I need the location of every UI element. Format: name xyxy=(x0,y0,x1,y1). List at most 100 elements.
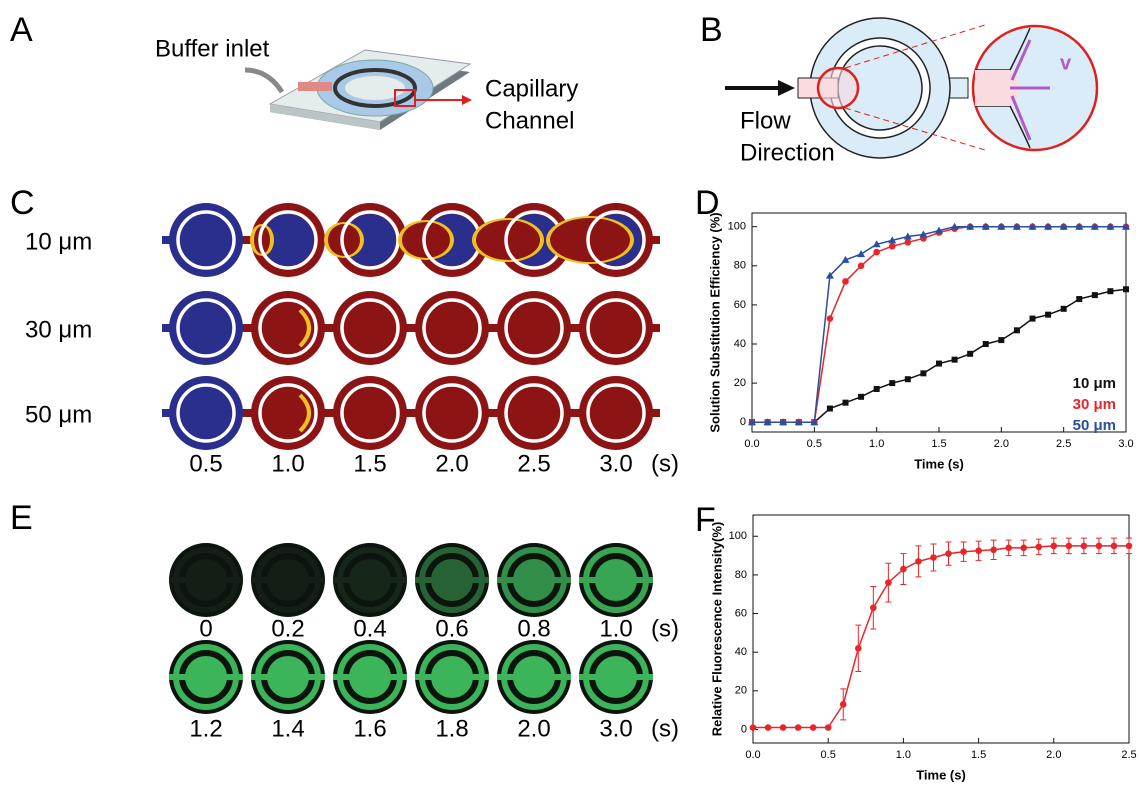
point xyxy=(998,337,1004,343)
x-tick-label: 1.5 xyxy=(931,438,946,450)
well-channel xyxy=(333,577,407,583)
series-line xyxy=(752,227,1126,423)
y-axis-title: Relative Fluorescence Intensity(%) xyxy=(709,522,724,737)
unit-label: (s) xyxy=(651,450,679,477)
point xyxy=(825,724,832,731)
point xyxy=(810,724,817,731)
arrow-head xyxy=(462,95,472,105)
chamber-inner xyxy=(426,302,478,354)
well-channel xyxy=(333,674,407,680)
time-label: 3.0 xyxy=(599,715,632,742)
time-label: 1.2 xyxy=(189,715,222,742)
label: v xyxy=(1060,52,1072,74)
time-label: 0.8 xyxy=(517,615,550,642)
point xyxy=(858,394,864,400)
point xyxy=(1092,292,1098,298)
point xyxy=(1051,543,1058,550)
chamber-inner xyxy=(180,214,232,266)
row-label: 50 μm xyxy=(25,401,92,428)
point xyxy=(1107,288,1113,294)
point xyxy=(889,380,895,386)
point xyxy=(827,406,833,412)
point xyxy=(765,724,772,731)
panel-label: B xyxy=(700,11,723,49)
y-tick-label: 100 xyxy=(728,221,746,233)
point xyxy=(945,550,952,557)
page: {"panel_labels":["A","B","C","D","E","F"… xyxy=(0,0,1139,799)
label: Flow xyxy=(740,107,791,134)
point xyxy=(842,278,849,285)
x-tick-label: 1.5 xyxy=(971,749,986,761)
legend-entry: 30 μm xyxy=(1073,396,1116,413)
point xyxy=(750,724,757,731)
x-tick-label: 0.0 xyxy=(745,749,760,761)
well-channel xyxy=(497,577,571,583)
time-label: 0.6 xyxy=(435,615,468,642)
y-tick-label: 80 xyxy=(735,569,747,581)
y-tick-label: 60 xyxy=(734,299,746,311)
point xyxy=(874,386,880,392)
point xyxy=(795,724,802,731)
point xyxy=(952,357,958,363)
point xyxy=(990,546,997,553)
point xyxy=(905,376,911,382)
well-channel xyxy=(579,674,653,680)
time-label: 0.5 xyxy=(189,450,222,477)
figure: A B C D E F Buffer inlet Capillary Chann… xyxy=(0,0,1139,794)
label: Direction xyxy=(740,139,835,166)
chamber-inner xyxy=(180,387,232,439)
y-tick-label: 60 xyxy=(735,607,747,619)
point xyxy=(1035,544,1042,551)
flow-arrow-head xyxy=(778,80,795,96)
chamber-inner xyxy=(262,387,314,439)
series-line xyxy=(752,289,1126,422)
arrow xyxy=(245,70,282,92)
x-axis-title: Time (s) xyxy=(914,456,964,471)
x-tick-label: 1.0 xyxy=(869,438,884,450)
chamber-inner xyxy=(262,302,314,354)
point xyxy=(1126,543,1133,550)
point xyxy=(858,262,865,269)
well-channel xyxy=(579,577,653,583)
series-line xyxy=(753,546,1129,728)
label: Capillary xyxy=(485,75,578,102)
x-tick-label: 3.0 xyxy=(1118,438,1133,450)
x-tick-label: 2.5 xyxy=(1121,749,1136,761)
point xyxy=(780,724,787,731)
well-channel xyxy=(497,674,571,680)
point xyxy=(920,370,926,376)
point xyxy=(1045,312,1051,318)
point xyxy=(960,548,967,555)
x-tick-label: 2.0 xyxy=(1046,749,1061,761)
point xyxy=(843,400,849,406)
point xyxy=(967,351,973,357)
time-label: 3.0 xyxy=(599,450,632,477)
x-axis-title: Time (s) xyxy=(916,767,966,782)
well-channel xyxy=(251,577,325,583)
point xyxy=(840,701,847,708)
time-label: 0 xyxy=(199,615,212,642)
point xyxy=(827,315,834,322)
point xyxy=(885,579,892,586)
chamber-inner xyxy=(590,387,642,439)
point xyxy=(1081,543,1088,550)
unit-label: (s) xyxy=(651,715,679,742)
row-label: 30 μm xyxy=(25,316,92,343)
y-tick-label: 40 xyxy=(735,646,747,658)
x-tick-label: 1.0 xyxy=(896,749,911,761)
time-label: 0.4 xyxy=(353,615,386,642)
series-line xyxy=(752,227,1126,423)
point xyxy=(905,239,912,246)
y-tick-label: 80 xyxy=(734,260,746,272)
chamber-inner xyxy=(344,387,396,439)
point xyxy=(873,249,880,256)
x-tick-label: 2.5 xyxy=(1056,438,1071,450)
x-tick-label: 0.5 xyxy=(807,438,822,450)
well-channel xyxy=(169,674,243,680)
point xyxy=(1061,306,1067,312)
label: Buffer inlet xyxy=(155,35,270,62)
chamber-inner xyxy=(508,302,560,354)
point xyxy=(1111,543,1118,550)
time-label: 1.0 xyxy=(271,450,304,477)
chamber-inner xyxy=(426,387,478,439)
